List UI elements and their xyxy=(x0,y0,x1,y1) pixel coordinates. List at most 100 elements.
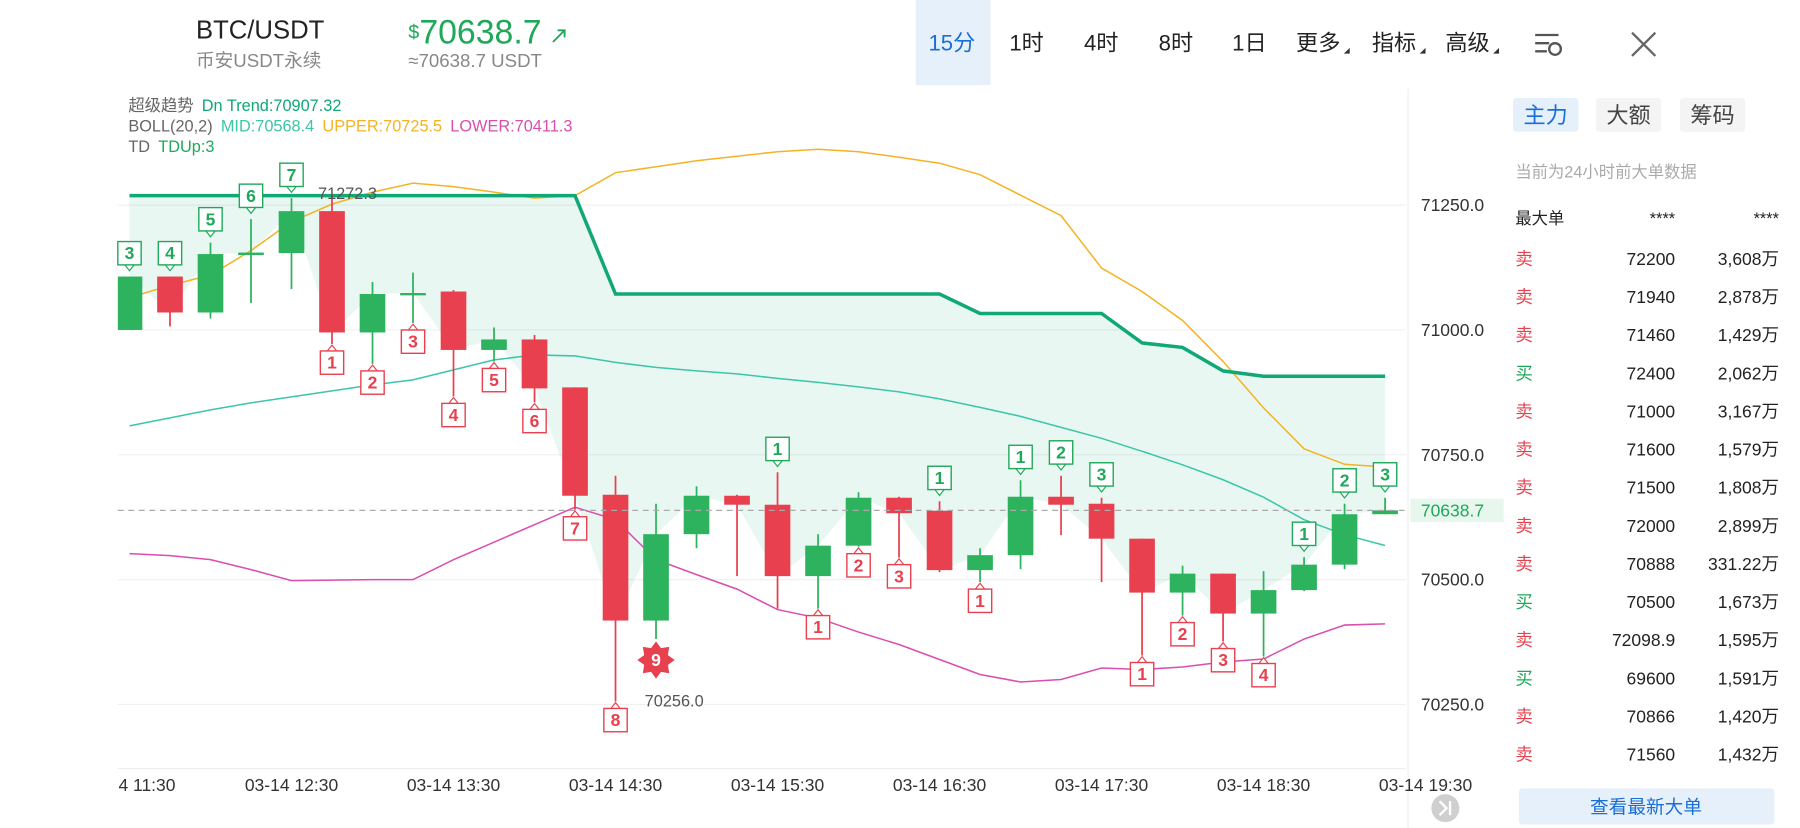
candle-body xyxy=(238,252,264,256)
order-price: 72200 xyxy=(1627,249,1676,269)
candle-body xyxy=(319,211,345,333)
tab-label: 15分 xyxy=(929,31,976,56)
td-down-label: 1 xyxy=(1129,655,1155,687)
legend-row: 超级趋势 Dn Trend:70907.32 xyxy=(128,97,341,115)
panel-tab[interactable]: 筹码 xyxy=(1679,97,1746,132)
td-box xyxy=(400,329,426,354)
td-box xyxy=(1251,662,1276,688)
td-up-label: 2 xyxy=(1332,468,1357,499)
td-down-label: 9 xyxy=(637,641,675,679)
close-button[interactable] xyxy=(1631,31,1657,57)
order-price: 70888 xyxy=(1627,554,1676,574)
candle-body xyxy=(117,276,143,330)
td-box xyxy=(279,162,304,188)
legend-item: UPPER:70725.5 xyxy=(322,118,442,136)
candle-body xyxy=(1129,538,1155,593)
td-value: 6 xyxy=(530,411,540,431)
legend-item: Dn Trend:70907.32 xyxy=(202,97,342,115)
timeframe-tab[interactable]: 4时 xyxy=(1084,31,1118,56)
timeframe-tab[interactable]: 1时 xyxy=(1009,31,1043,56)
y-tick-label: 70750.0 xyxy=(1421,445,1484,465)
legend-item: MID:70568.4 xyxy=(221,118,314,136)
settings-icon[interactable] xyxy=(1535,33,1563,56)
currency: $ xyxy=(408,22,419,44)
td-tail xyxy=(124,264,135,272)
order-price: 71560 xyxy=(1627,745,1676,765)
td-tail xyxy=(529,402,540,410)
timeframe-tab[interactable]: 1日 xyxy=(1232,31,1266,56)
td-box xyxy=(1008,444,1033,470)
td-tail xyxy=(1339,491,1350,499)
order-price: 71500 xyxy=(1627,478,1676,498)
td-box xyxy=(481,367,507,393)
td-tail xyxy=(326,344,338,352)
td-down-label: 3 xyxy=(400,323,426,354)
td-value: 1 xyxy=(813,617,823,637)
candle-body xyxy=(683,495,710,535)
td-value: 3 xyxy=(408,332,418,352)
candle-body xyxy=(1331,514,1358,565)
timeframe-tab[interactable]: 更多 xyxy=(1296,31,1350,56)
low-label: 70256.0 xyxy=(645,692,704,710)
order-side: 卖 xyxy=(1515,287,1533,307)
panel-tab[interactable]: 主力 xyxy=(1513,97,1579,132)
td-tail xyxy=(1217,641,1229,649)
order-side: 卖 xyxy=(1515,554,1533,574)
order-amount: 1,429万 xyxy=(1718,325,1779,345)
td-tail xyxy=(1177,615,1188,623)
td-box xyxy=(562,516,588,541)
td-value: 4 xyxy=(165,243,175,263)
panel-tab-label: 筹码 xyxy=(1690,103,1734,128)
candle-body xyxy=(724,495,750,505)
order-price: 70500 xyxy=(1627,592,1676,612)
timeframe-tab[interactable]: 15分 xyxy=(915,0,991,86)
td-box xyxy=(886,563,912,589)
td-down-label: 3 xyxy=(886,557,912,589)
td-tail xyxy=(974,582,986,590)
timeframe-tab[interactable]: 指标 xyxy=(1372,31,1426,56)
td-tail xyxy=(1096,485,1107,493)
candle-body xyxy=(1291,564,1317,591)
table-header: **** xyxy=(1754,210,1780,228)
candle-body xyxy=(764,504,791,577)
td-box xyxy=(967,588,993,614)
order-amount: 3,608万 xyxy=(1718,249,1779,269)
latest-orders-button[interactable]: 查看最新大单 xyxy=(1518,788,1775,825)
y-tick-label: 70250.0 xyxy=(1421,694,1484,714)
order-side: 卖 xyxy=(1515,745,1533,765)
td-box xyxy=(1332,468,1357,493)
timeframe-tab[interactable]: 8时 xyxy=(1159,31,1193,56)
order-amount: 331.22万 xyxy=(1708,554,1779,574)
panel-tab-bg xyxy=(1679,97,1746,132)
order-side: 买 xyxy=(1515,668,1533,688)
td-down-label: 4 xyxy=(1251,656,1276,688)
td-star xyxy=(637,641,675,679)
td-up-label: 7 xyxy=(279,162,304,194)
price-value: 70638.7 xyxy=(419,14,541,52)
td-value: 2 xyxy=(368,373,378,393)
order-amount: 1,673万 xyxy=(1718,592,1779,612)
tab-label: 8时 xyxy=(1159,31,1193,56)
timeframe-tab[interactable]: 高级 xyxy=(1445,31,1500,56)
td-value: 1 xyxy=(327,353,337,373)
order-price: 70866 xyxy=(1627,707,1676,727)
jump-latest-button[interactable] xyxy=(1431,794,1460,823)
panel-tab-label: 主力 xyxy=(1524,103,1568,128)
td-down-label: 2 xyxy=(360,364,385,395)
td-value: 2 xyxy=(854,555,864,575)
price-approx: ≈70638.7 USDT xyxy=(408,50,542,71)
order-amount: 2,899万 xyxy=(1718,516,1779,536)
td-value: 1 xyxy=(773,439,783,459)
td-tail xyxy=(934,489,945,497)
order-side: 卖 xyxy=(1515,249,1533,269)
td-tail xyxy=(245,207,257,215)
candle-body xyxy=(1210,573,1236,614)
last-price-label: 70638.7 xyxy=(1421,500,1484,520)
td-box xyxy=(1210,647,1236,673)
td-down-label: 8 xyxy=(603,701,628,733)
panel-tab[interactable]: 大额 xyxy=(1595,97,1662,132)
td-box xyxy=(1291,521,1317,547)
td-up-label: 3 xyxy=(117,240,142,272)
td-box xyxy=(1048,440,1074,465)
